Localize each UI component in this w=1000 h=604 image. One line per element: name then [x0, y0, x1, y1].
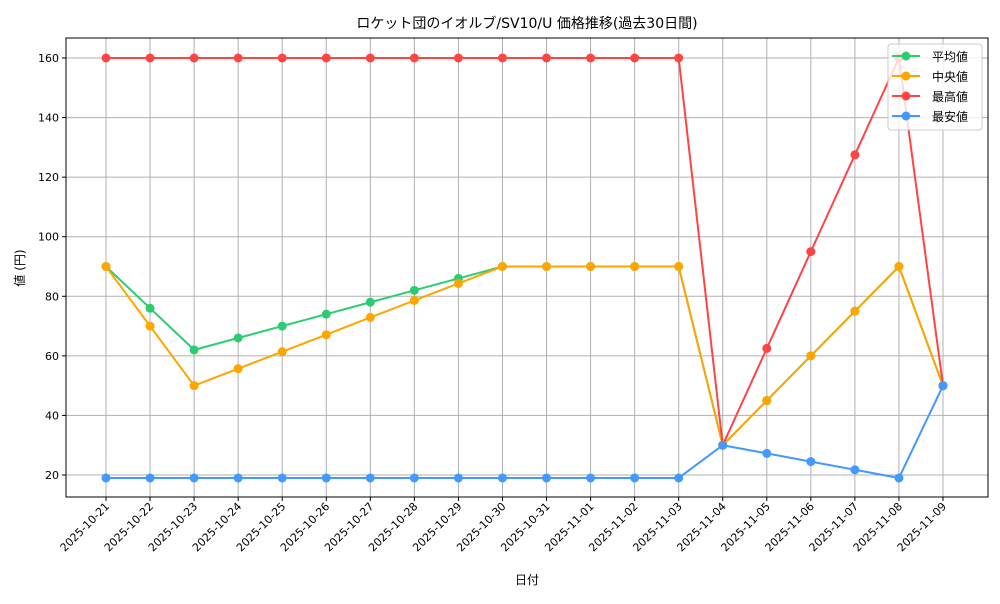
- data-point: [321, 309, 331, 319]
- y-tick-label: 140: [38, 112, 59, 125]
- data-point: [277, 53, 287, 63]
- data-point: [497, 53, 507, 63]
- data-point: [630, 53, 640, 63]
- series-group: [101, 53, 948, 483]
- data-point: [586, 473, 596, 483]
- legend-label: 中央値: [932, 69, 968, 84]
- legend-label: 平均値: [932, 49, 968, 64]
- data-point: [365, 297, 375, 307]
- series-中央値: [101, 262, 948, 450]
- data-point: [409, 53, 419, 63]
- y-tick-label: 20: [45, 469, 59, 482]
- data-point: [806, 351, 816, 361]
- data-point: [630, 262, 640, 271]
- legend-marker: [901, 51, 911, 61]
- data-point: [850, 306, 860, 316]
- data-point: [277, 321, 287, 331]
- data-point: [365, 473, 375, 483]
- data-point: [894, 262, 904, 271]
- data-point: [586, 262, 596, 271]
- data-point: [497, 262, 507, 271]
- data-point: [277, 347, 287, 357]
- data-point: [762, 343, 772, 353]
- data-point: [630, 473, 640, 483]
- legend-box: [887, 43, 983, 131]
- data-point: [586, 53, 596, 63]
- data-point: [674, 53, 684, 63]
- data-point: [894, 473, 904, 483]
- data-point: [453, 473, 463, 483]
- data-point: [409, 473, 419, 483]
- data-point: [497, 473, 507, 483]
- data-point: [850, 150, 860, 160]
- data-point: [542, 53, 552, 63]
- legend-label: 最安値: [932, 109, 968, 124]
- data-point: [806, 457, 816, 467]
- data-point: [762, 396, 772, 406]
- data-point: [762, 448, 772, 458]
- data-point: [189, 345, 199, 355]
- series-line: [105, 264, 944, 448]
- series-最高値: [101, 53, 948, 450]
- axes: 2025-10-212025-10-222025-10-232025-10-24…: [38, 52, 949, 554]
- data-point: [101, 53, 111, 63]
- data-point: [938, 381, 948, 391]
- data-point: [321, 53, 331, 63]
- y-tick-label: 100: [38, 231, 59, 244]
- data-point: [233, 333, 243, 343]
- data-point: [101, 473, 111, 483]
- data-point: [409, 295, 419, 305]
- data-point: [718, 440, 728, 450]
- y-axis-label: 値 (円): [12, 249, 27, 286]
- series-line: [106, 385, 944, 480]
- series-最安値: [101, 381, 948, 483]
- data-point: [101, 262, 111, 271]
- data-point: [277, 473, 287, 483]
- data-point: [189, 381, 199, 391]
- y-tick-label: 80: [45, 290, 59, 303]
- data-point: [145, 303, 155, 313]
- data-point: [145, 321, 155, 331]
- data-point: [674, 262, 684, 271]
- data-point: [145, 53, 155, 63]
- data-point: [409, 285, 419, 295]
- x-axis-label: 日付: [515, 573, 539, 587]
- data-point: [806, 247, 816, 257]
- y-tick-label: 40: [45, 409, 59, 422]
- data-point: [189, 53, 199, 63]
- data-point: [850, 465, 860, 475]
- data-point: [674, 473, 684, 483]
- data-point: [542, 473, 552, 483]
- data-point: [542, 262, 552, 271]
- legend-marker: [901, 111, 911, 121]
- y-tick-label: 60: [45, 350, 59, 363]
- data-point: [453, 53, 463, 63]
- chart-title: ロケット団のイオルブ/SV10/U 価格推移(過去30日間): [356, 15, 697, 32]
- data-point: [321, 330, 331, 340]
- legend-label: 最高値: [932, 89, 968, 104]
- data-point: [189, 473, 199, 483]
- data-point: [145, 473, 155, 483]
- data-point: [233, 53, 243, 63]
- data-point: [233, 364, 243, 374]
- legend-marker: [901, 91, 911, 101]
- y-tick-label: 120: [38, 171, 59, 184]
- plot-frame: [65, 37, 989, 498]
- y-tick-label: 160: [38, 52, 59, 65]
- data-point: [321, 473, 331, 483]
- data-point: [365, 53, 375, 63]
- legend-marker: [901, 71, 911, 81]
- data-point: [453, 278, 463, 288]
- data-point: [233, 473, 243, 483]
- series-line: [106, 54, 944, 449]
- data-point: [365, 312, 375, 322]
